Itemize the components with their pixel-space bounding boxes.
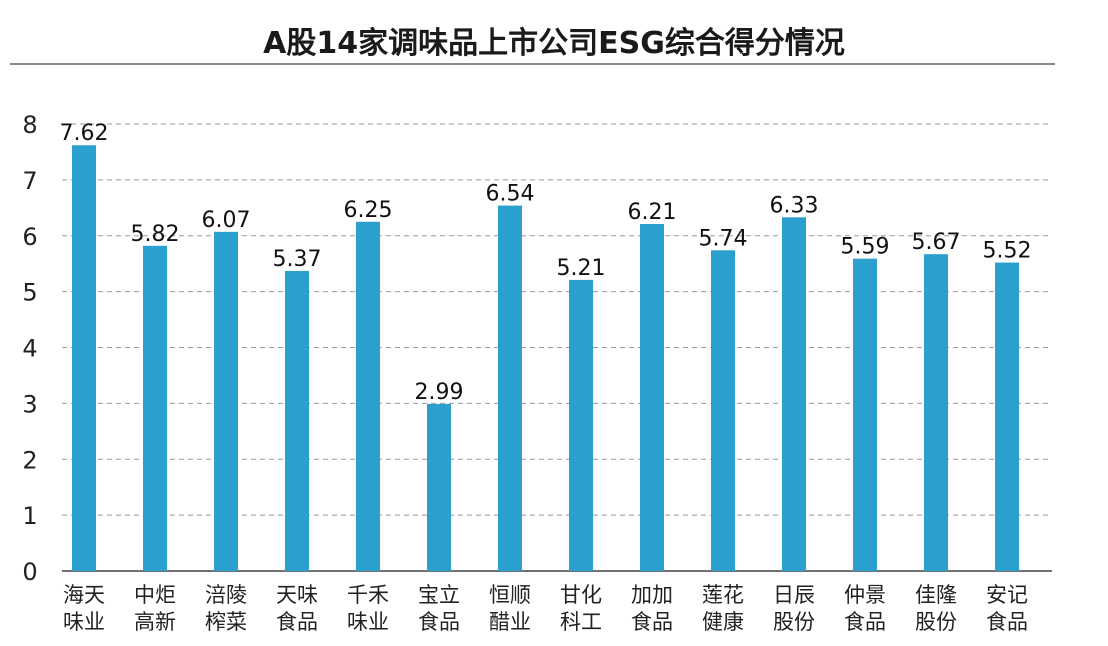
bar	[853, 258, 877, 571]
bars	[72, 145, 1019, 572]
category-label: 莲花	[702, 583, 744, 607]
bar	[143, 245, 167, 571]
category-label: 股份	[773, 610, 815, 634]
y-axis: 0 1 2 3 4 5 6 7 8	[22, 111, 1052, 586]
category-label: 天味	[276, 583, 318, 607]
value-label: 6.54	[486, 182, 535, 207]
category-label: 高新	[134, 610, 176, 634]
bar	[782, 217, 806, 571]
category-label: 食品	[986, 610, 1028, 634]
bar	[711, 250, 735, 571]
category-label: 健康	[702, 610, 744, 634]
value-label: 5.59	[841, 235, 890, 260]
category-label: 恒顺	[489, 583, 531, 607]
bar	[356, 221, 380, 571]
value-label: 5.21	[557, 256, 606, 281]
category-label: 味业	[347, 610, 389, 634]
category-label: 股份	[915, 610, 957, 634]
y-tick-label: 4	[22, 335, 37, 363]
value-label: 5.82	[131, 222, 180, 247]
value-label: 5.67	[912, 230, 961, 255]
category-label: 甘化	[560, 583, 602, 607]
y-tick-label: 7	[22, 167, 37, 195]
bar	[924, 254, 948, 571]
value-label: 5.52	[983, 239, 1032, 264]
category-label: 日辰	[773, 583, 815, 607]
value-label: 5.37	[273, 247, 322, 272]
bar	[214, 231, 238, 571]
category-label: 仲景	[844, 583, 886, 607]
bar	[995, 262, 1019, 571]
y-tick-label: 8	[22, 111, 37, 139]
value-label: 6.21	[628, 200, 677, 225]
y-tick-label: 6	[22, 223, 37, 251]
category-label: 食品	[631, 610, 673, 634]
y-tick-label: 0	[22, 558, 37, 586]
value-label: 7.62	[60, 121, 109, 146]
category-label: 食品	[418, 610, 460, 634]
bar	[640, 224, 664, 572]
category-label: 中炬	[134, 583, 176, 607]
y-tick-label: 3	[22, 390, 37, 418]
value-label: 2.99	[415, 380, 464, 405]
bar	[569, 279, 593, 571]
bar	[72, 145, 96, 572]
category-label: 涪陵	[205, 583, 247, 607]
gridlines	[62, 123, 1052, 516]
category-label: 佳隆	[915, 583, 957, 607]
category-label: 科工	[560, 610, 602, 634]
category-label: 宝立	[418, 583, 460, 607]
category-label: 醋业	[489, 610, 531, 634]
category-label: 千禾	[347, 583, 389, 607]
category-label: 食品	[844, 610, 886, 634]
value-labels: 7.62 5.82 6.07 5.37 6.25 2.99 6.54 5.21 6.21 5.74…	[60, 121, 1032, 405]
category-label: 味业	[63, 610, 105, 634]
bar	[427, 403, 451, 571]
chart-title: A股14家调味品上市公司ESG综合得分情况	[263, 26, 845, 61]
y-tick-label: 5	[22, 279, 37, 307]
value-label: 6.07	[202, 208, 251, 233]
category-label: 安记	[986, 583, 1028, 607]
category-label: 食品	[276, 610, 318, 634]
value-label: 6.33	[770, 193, 819, 218]
bar	[498, 205, 522, 571]
category-label: 海天	[63, 583, 105, 607]
y-tick-label: 2	[22, 446, 37, 474]
category-label: 榨菜	[205, 610, 247, 634]
title-divider	[10, 63, 1055, 65]
category-label: 加加	[631, 583, 673, 607]
value-label: 6.25	[344, 198, 393, 223]
y-tick-label: 1	[22, 502, 37, 530]
bar	[285, 270, 309, 571]
value-label: 5.74	[699, 226, 748, 251]
